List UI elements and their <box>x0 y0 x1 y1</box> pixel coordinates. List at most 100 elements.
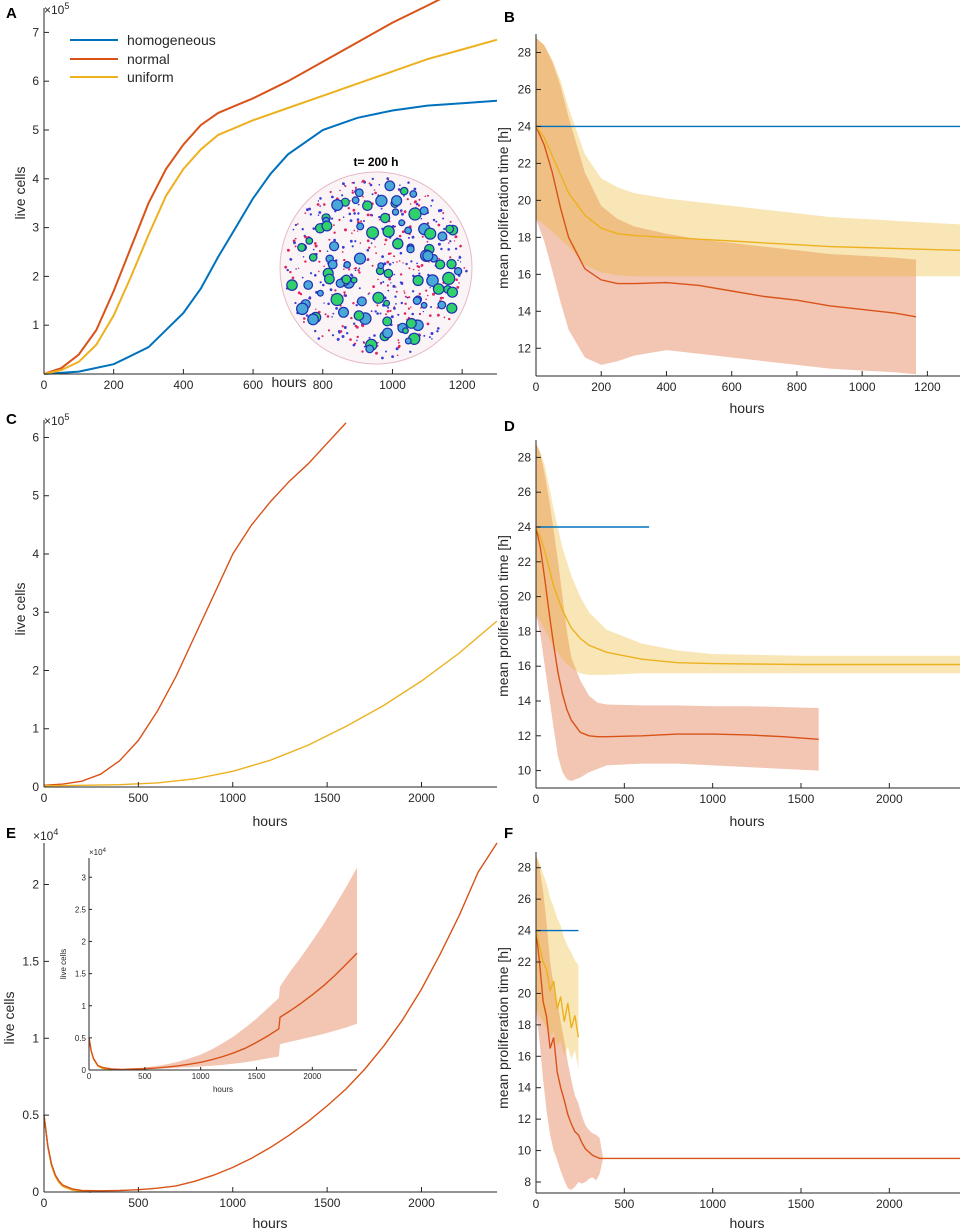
cell-dot <box>418 312 422 316</box>
cell-dot <box>443 316 446 319</box>
x-tick-label: 1000 <box>192 1072 210 1081</box>
cell-dot <box>387 306 390 309</box>
y-tick-label: 1.5 <box>75 970 87 979</box>
cell-dot <box>440 247 443 251</box>
cell-cluster <box>401 188 408 195</box>
cell-dot <box>326 250 329 252</box>
cell-dot <box>373 334 376 337</box>
y-tick-label: 18 <box>518 230 532 244</box>
cell-dot <box>437 313 440 317</box>
cell-dot <box>316 203 320 206</box>
cell-dot <box>361 324 365 328</box>
y-tick-label: 26 <box>518 82 532 96</box>
cell-dot <box>386 260 390 264</box>
cell-dot <box>430 332 434 335</box>
cell-dot <box>396 261 398 263</box>
cell-dot <box>405 262 408 266</box>
cell-dot <box>354 186 357 189</box>
cell-dot <box>370 214 374 217</box>
x-tick-label: 400 <box>656 380 676 394</box>
cell-cluster <box>331 294 343 305</box>
cell-dot <box>294 237 297 240</box>
cell-dot <box>393 307 396 310</box>
cell-dot <box>361 350 364 353</box>
x-tick-label: 1000 <box>699 1197 726 1211</box>
cell-dot <box>371 193 374 196</box>
legend-label-homogeneous: homogeneous <box>127 32 216 48</box>
x-tick-label: 1000 <box>849 380 876 394</box>
cell-cluster <box>366 345 373 353</box>
cell-dot <box>382 281 385 283</box>
cell-dot <box>418 272 421 275</box>
cell-dot <box>412 268 415 271</box>
cell-dot <box>354 269 357 272</box>
tissue-snapshot-inset: t= 200 h <box>279 155 473 365</box>
y-axis-label-a: live cells <box>12 167 28 220</box>
cell-dot <box>302 321 305 323</box>
cell-dot <box>292 228 295 231</box>
cell-dot <box>352 208 356 212</box>
band-uniform-d <box>536 443 960 675</box>
cell-dot <box>437 223 441 227</box>
inset-x-axis-label: hours <box>213 1085 233 1094</box>
cell-dot <box>353 229 356 232</box>
cell-dot <box>395 303 397 305</box>
y-tick-label: 18 <box>518 624 532 638</box>
x-tick-label: 1000 <box>699 792 726 806</box>
cell-dot <box>410 260 413 263</box>
cell-cluster <box>367 227 378 238</box>
cell-dot <box>349 338 352 341</box>
x-tick-label: 500 <box>128 1196 148 1210</box>
cell-cluster <box>393 209 398 215</box>
x-tick-label: 1500 <box>314 791 341 805</box>
cell-dot <box>323 302 325 304</box>
y-tick-label: 24 <box>518 924 532 938</box>
cell-dot <box>395 347 399 351</box>
cell-dot <box>401 212 404 216</box>
series-normal-c <box>43 422 347 786</box>
cell-dot <box>351 191 354 194</box>
cell-cluster <box>455 268 462 275</box>
x-tick-label: 600 <box>722 380 742 394</box>
cell-dot <box>427 194 429 197</box>
cell-dot <box>399 281 402 284</box>
cell-dot <box>401 230 405 234</box>
cell-dot <box>424 195 427 198</box>
cell-dot <box>429 314 432 317</box>
y-tick-label: 1 <box>32 1031 39 1045</box>
cell-dot <box>343 268 345 270</box>
cell-cluster <box>438 301 445 309</box>
cell-dot <box>425 298 427 301</box>
y-exponent-e: ×104 <box>33 827 58 843</box>
y-tick-label: 20 <box>518 986 532 1000</box>
cell-dot <box>380 207 383 210</box>
x-tick-label: 2000 <box>408 1196 435 1210</box>
cell-dot <box>294 223 297 227</box>
inset-e: 0 500 1000 1500 2000 0 0.5 1 1.5 2 2.5 3 hours live… <box>59 848 358 1094</box>
cell-dot <box>437 327 440 330</box>
cell-dot <box>431 338 433 340</box>
band-uniform-b <box>536 37 960 277</box>
cell-dot <box>371 177 374 181</box>
y-tick-label: 28 <box>518 861 532 875</box>
cell-cluster <box>403 328 408 333</box>
cell-cluster <box>377 267 384 274</box>
cell-cluster <box>304 281 312 289</box>
y-tick-label: 22 <box>518 555 532 569</box>
cell-dot <box>404 295 407 298</box>
cell-dot <box>344 228 347 232</box>
cell-dot <box>342 182 345 186</box>
cell-dot <box>403 312 407 315</box>
cell-dot <box>286 268 289 272</box>
cell-dot <box>411 290 415 293</box>
cell-dot <box>346 332 349 335</box>
cell-dot <box>314 329 317 333</box>
axes-f: 0 500 1000 1500 2000 8 10 12 14 16 18 20 22 24 26 28 <box>518 852 960 1211</box>
cell-cluster <box>383 317 392 326</box>
cell-dot <box>454 235 458 239</box>
cell-dot <box>322 283 325 287</box>
cell-dot <box>437 209 441 213</box>
x-axis-label-e: hours <box>252 1215 287 1231</box>
axes-e-inset: 0 500 1000 1500 2000 0 0.5 1 1.5 2 2.5 3 <box>75 858 358 1081</box>
cell-dot <box>435 220 438 223</box>
